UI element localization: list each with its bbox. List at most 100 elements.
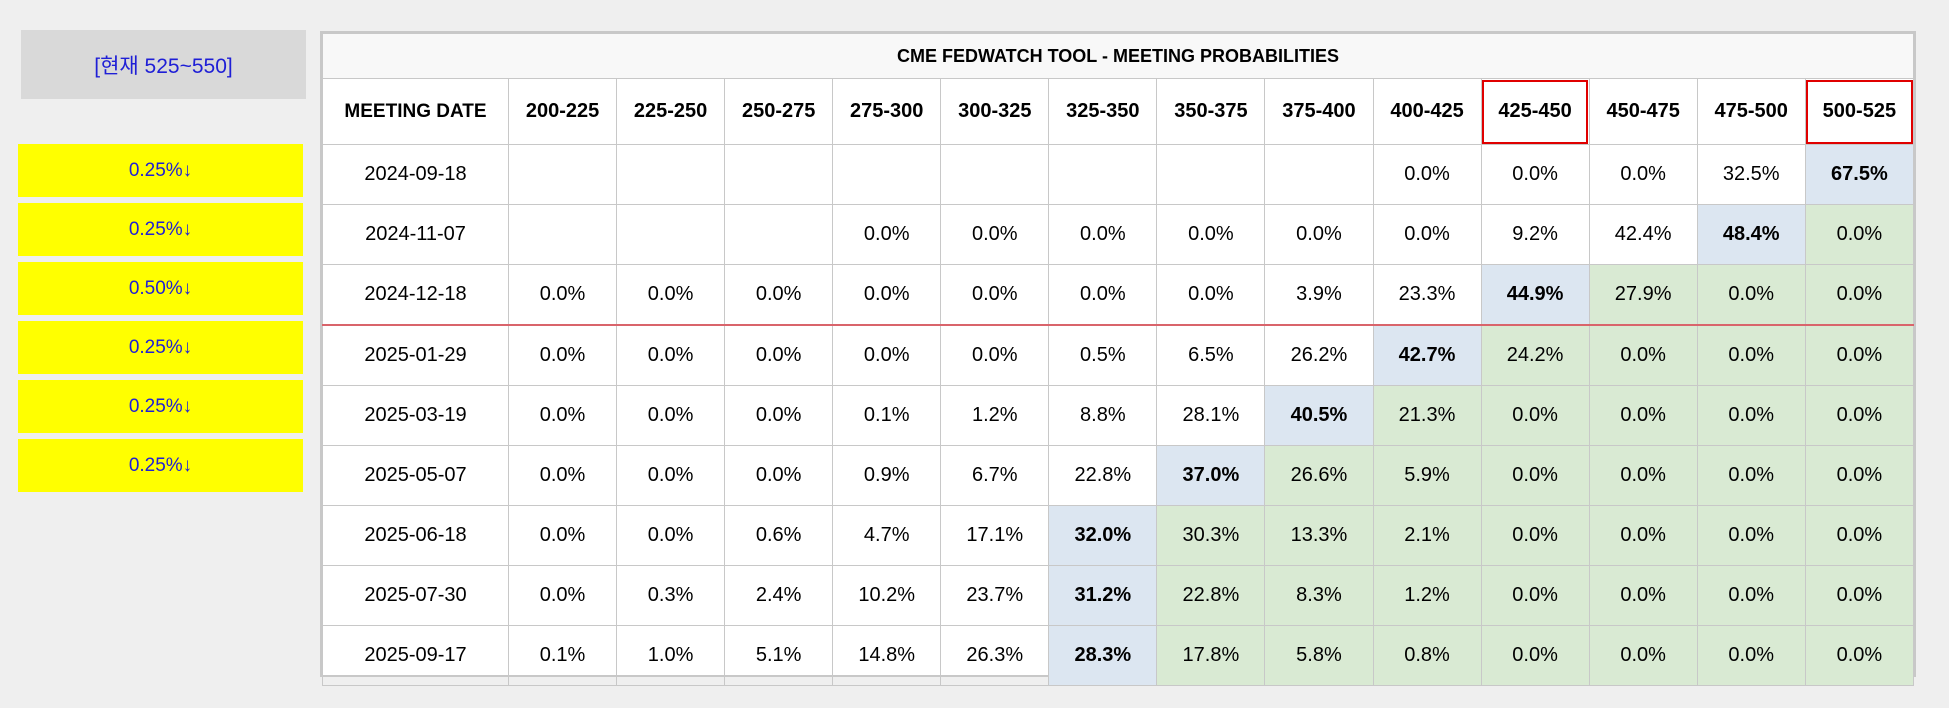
probability-cell: 32.0%	[1048, 505, 1158, 566]
probability-cell: 0.0%	[1804, 264, 1915, 326]
probability-cell	[507, 144, 618, 205]
range-header-325-350: 325-350	[1048, 78, 1158, 145]
probability-cell: 1.2%	[1372, 565, 1482, 626]
probability-cell: 23.7%	[940, 565, 1050, 626]
range-header-275-300: 275-300	[832, 78, 942, 145]
probability-cell: 0.0%	[1804, 324, 1915, 386]
probability-cell: 0.0%	[1480, 565, 1590, 626]
table-row: 2025-09-17 0.1% 1.0% 5.1% 14.8% 26.3% 28.3% 17.…	[322, 625, 1915, 686]
table-title: CME FEDWATCH TOOL - MEETING PROBABILITIE…	[322, 33, 1914, 79]
probability-cell: 0.0%	[1696, 264, 1806, 326]
range-header-375-400: 375-400	[1264, 78, 1374, 145]
probability-cell: 28.1%	[1156, 385, 1266, 446]
meeting-date-cell: 2025-03-19	[322, 385, 509, 446]
probability-cell: 13.3%	[1264, 505, 1374, 566]
probability-cell: 0.0%	[616, 505, 726, 566]
probability-cell: 0.0%	[1696, 565, 1806, 626]
probability-cell: 0.0%	[616, 385, 726, 446]
probability-cell: 40.5%	[1264, 385, 1374, 446]
probability-cell: 31.2%	[1048, 565, 1158, 626]
probability-cell: 42.7%	[1372, 324, 1482, 386]
probability-cell: 0.0%	[1696, 385, 1806, 446]
probability-cell: 0.0%	[1804, 204, 1915, 265]
rate-change-item: 0.25%↓	[18, 203, 303, 256]
probability-cell: 0.0%	[507, 445, 618, 506]
probability-cell: 22.8%	[1048, 445, 1158, 506]
probability-cell: 0.0%	[507, 264, 618, 326]
probability-cell: 0.0%	[1804, 565, 1915, 626]
probability-cell: 4.7%	[832, 505, 942, 566]
probability-cell: 0.0%	[1480, 445, 1590, 506]
probability-cell: 23.3%	[1372, 264, 1482, 326]
probability-cell: 5.8%	[1264, 625, 1374, 686]
probability-cell: 14.8%	[832, 625, 942, 686]
probability-cell: 0.0%	[832, 204, 942, 265]
probability-cell: 0.0%	[1588, 625, 1698, 686]
probability-cell: 0.5%	[1048, 324, 1158, 386]
probability-cell: 0.0%	[1480, 144, 1590, 205]
probability-cell: 0.0%	[507, 324, 618, 386]
range-header-225-250: 225-250	[616, 78, 726, 145]
range-header-200-225: 200-225	[507, 78, 618, 145]
fedwatch-table: CME FEDWATCH TOOL - MEETING PROBABILITIE…	[322, 33, 1915, 686]
probability-cell: 0.8%	[1372, 625, 1482, 686]
probability-cell: 5.1%	[724, 625, 834, 686]
meeting-date-cell: 2025-06-18	[322, 505, 509, 566]
probability-cell: 6.5%	[1156, 324, 1266, 386]
range-header-450-475: 450-475	[1588, 78, 1698, 145]
range-header-425-450: 425-450	[1480, 78, 1590, 145]
meeting-date-cell: 2025-07-30	[322, 565, 509, 626]
probability-cell: 0.0%	[1696, 505, 1806, 566]
fedwatch-table-container: CME FEDWATCH TOOL - MEETING PROBABILITIE…	[320, 31, 1916, 686]
probability-cell: 17.8%	[1156, 625, 1266, 686]
probability-cell: 26.3%	[940, 625, 1050, 686]
probability-cell: 0.0%	[940, 324, 1050, 386]
probability-cell	[832, 144, 942, 205]
probability-cell: 0.0%	[1588, 445, 1698, 506]
range-header-400-425: 400-425	[1372, 78, 1482, 145]
meeting-date-cell: 2025-09-17	[322, 625, 509, 686]
probability-cell: 0.3%	[616, 565, 726, 626]
probability-cell: 0.0%	[1588, 324, 1698, 386]
probability-cell	[616, 204, 726, 265]
rate-change-item: 0.25%↓	[18, 321, 303, 374]
probability-cell: 0.0%	[616, 264, 726, 326]
probability-cell: 0.0%	[1696, 324, 1806, 386]
probability-cell: 0.0%	[1696, 445, 1806, 506]
probability-cell: 0.0%	[616, 445, 726, 506]
probability-cell: 0.0%	[1696, 625, 1806, 686]
table-row: 2025-05-07 0.0% 0.0% 0.0% 0.9% 6.7% 22.8% 37.0%…	[322, 445, 1915, 506]
probability-cell: 0.0%	[832, 324, 942, 386]
probability-cell: 0.0%	[832, 264, 942, 326]
probability-cell: 0.0%	[1588, 144, 1698, 205]
probability-cell: 0.0%	[1804, 505, 1915, 566]
current-rate-label: [현재 525~550]	[21, 30, 306, 99]
probability-cell: 0.0%	[1048, 264, 1158, 326]
probability-cell: 0.0%	[1588, 505, 1698, 566]
probability-cell: 28.3%	[1048, 625, 1158, 686]
range-header-475-500: 475-500	[1696, 78, 1806, 145]
table-row: 2024-11-07 0.0% 0.0% 0.0% 0.0% 0.0% 0.0% 9.2% 42…	[322, 204, 1915, 265]
probability-cell: 0.0%	[1480, 505, 1590, 566]
probability-cell: 37.0%	[1156, 445, 1266, 506]
rate-change-item: 0.25%↓	[18, 439, 303, 492]
probability-cell: 0.0%	[1588, 385, 1698, 446]
probability-cell: 0.0%	[1156, 264, 1266, 326]
probability-cell: 0.0%	[724, 385, 834, 446]
probability-cell: 9.2%	[1480, 204, 1590, 265]
table-row: 2025-03-19 0.0% 0.0% 0.0% 0.1% 1.2% 8.8% 28.1% 4…	[322, 385, 1915, 446]
probability-cell: 0.0%	[1804, 385, 1915, 446]
probability-cell	[1156, 144, 1266, 205]
range-header-500-525: 500-525	[1804, 78, 1915, 145]
probability-cell: 0.0%	[1588, 565, 1698, 626]
probability-cell: 67.5%	[1804, 144, 1915, 205]
table-row: 2025-07-30 0.0% 0.3% 2.4% 10.2% 23.7% 31.2% 22.…	[322, 565, 1915, 626]
probability-cell: 0.1%	[507, 625, 618, 686]
probability-cell: 26.6%	[1264, 445, 1374, 506]
probability-cell: 17.1%	[940, 505, 1050, 566]
probability-cell: 2.4%	[724, 565, 834, 626]
probability-cell: 21.3%	[1372, 385, 1482, 446]
probability-cell: 0.0%	[724, 445, 834, 506]
probability-cell: 22.8%	[1156, 565, 1266, 626]
probability-cell: 32.5%	[1696, 144, 1806, 205]
